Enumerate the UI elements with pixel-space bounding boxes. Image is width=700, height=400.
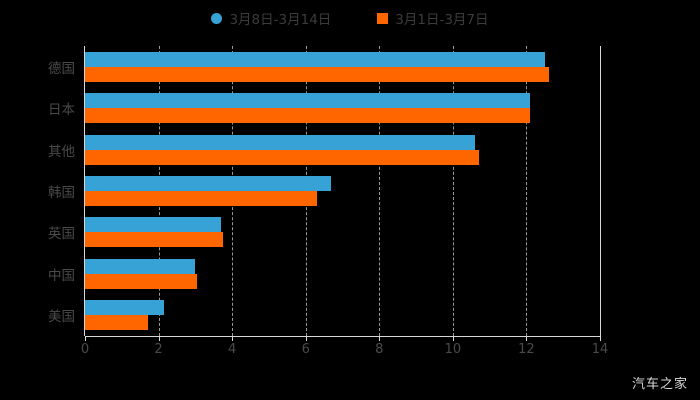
y-axis-category-label: 韩国 [48,185,75,201]
x-axis-tick [85,336,86,341]
gridline [526,46,528,336]
x-axis-tick-label: 0 [80,342,90,357]
bar-日本-series-1[interactable] [85,108,531,124]
bar-韩国-series-0[interactable] [85,176,332,191]
x-axis-tick-label: 10 [444,342,462,357]
circle-marker-icon [211,12,223,24]
x-axis-tick [158,336,160,341]
x-axis-tick-label: 6 [301,342,310,357]
plot-area [84,46,601,336]
legend-item-series-0[interactable]: 3月8日-3月14日 [211,8,331,28]
x-axis-tick [305,336,307,341]
legend-label-series-0: 3月8日-3月14日 [229,12,332,28]
x-axis-tick-label: 14 [591,342,609,357]
bar-其他-series-1[interactable] [85,149,479,165]
bar-美国-series-1[interactable] [85,315,148,331]
x-axis-tick [232,336,234,341]
bar-其他-series-0[interactable] [85,134,475,150]
y-axis-category-label: 中国 [48,267,75,284]
x-axis-tick-label: 12 [518,342,535,357]
x-axis-tick-label: 4 [228,342,237,357]
legend-label-series-1: 3月1日-3月7日 [395,12,489,28]
bar-英国-series-0[interactable] [85,217,222,233]
y-axis-category-label: 日本 [48,102,75,119]
x-axis-tick [526,336,528,341]
gridline [600,46,601,336]
x-axis-tick-label: 2 [154,342,163,357]
legend-item-series-1[interactable]: 3月1日-3月7日 [377,8,489,28]
x-axis-line [85,336,601,337]
y-axis-category-label: 英国 [48,226,75,243]
y-axis-category-label: 其他 [48,143,75,160]
watermark: 汽车之家 [631,377,688,392]
y-axis-line [84,46,85,336]
bar-美国-series-0[interactable] [85,300,165,316]
bar-韩国-series-1[interactable] [85,191,317,206]
gridline [379,46,381,336]
x-axis-tick [600,336,601,341]
bar-日本-series-0[interactable] [85,93,531,109]
bar-德国-series-0[interactable] [85,51,545,67]
y-axis-category-label: 德国 [48,60,75,77]
y-axis-category-label: 美国 [48,309,75,326]
chart-legend: 3月8日-3月14日 3月1日-3月7日 [0,8,700,28]
bar-英国-series-1[interactable] [85,232,223,248]
bar-中国-series-0[interactable] [85,258,196,274]
x-axis-tick [452,336,454,341]
bar-德国-series-1[interactable] [85,66,549,82]
x-axis-tick-label: 8 [375,342,384,357]
gridline [452,46,454,336]
bar-中国-series-1[interactable] [85,273,198,289]
x-axis-tick [379,336,381,341]
square-marker-icon [377,12,389,24]
